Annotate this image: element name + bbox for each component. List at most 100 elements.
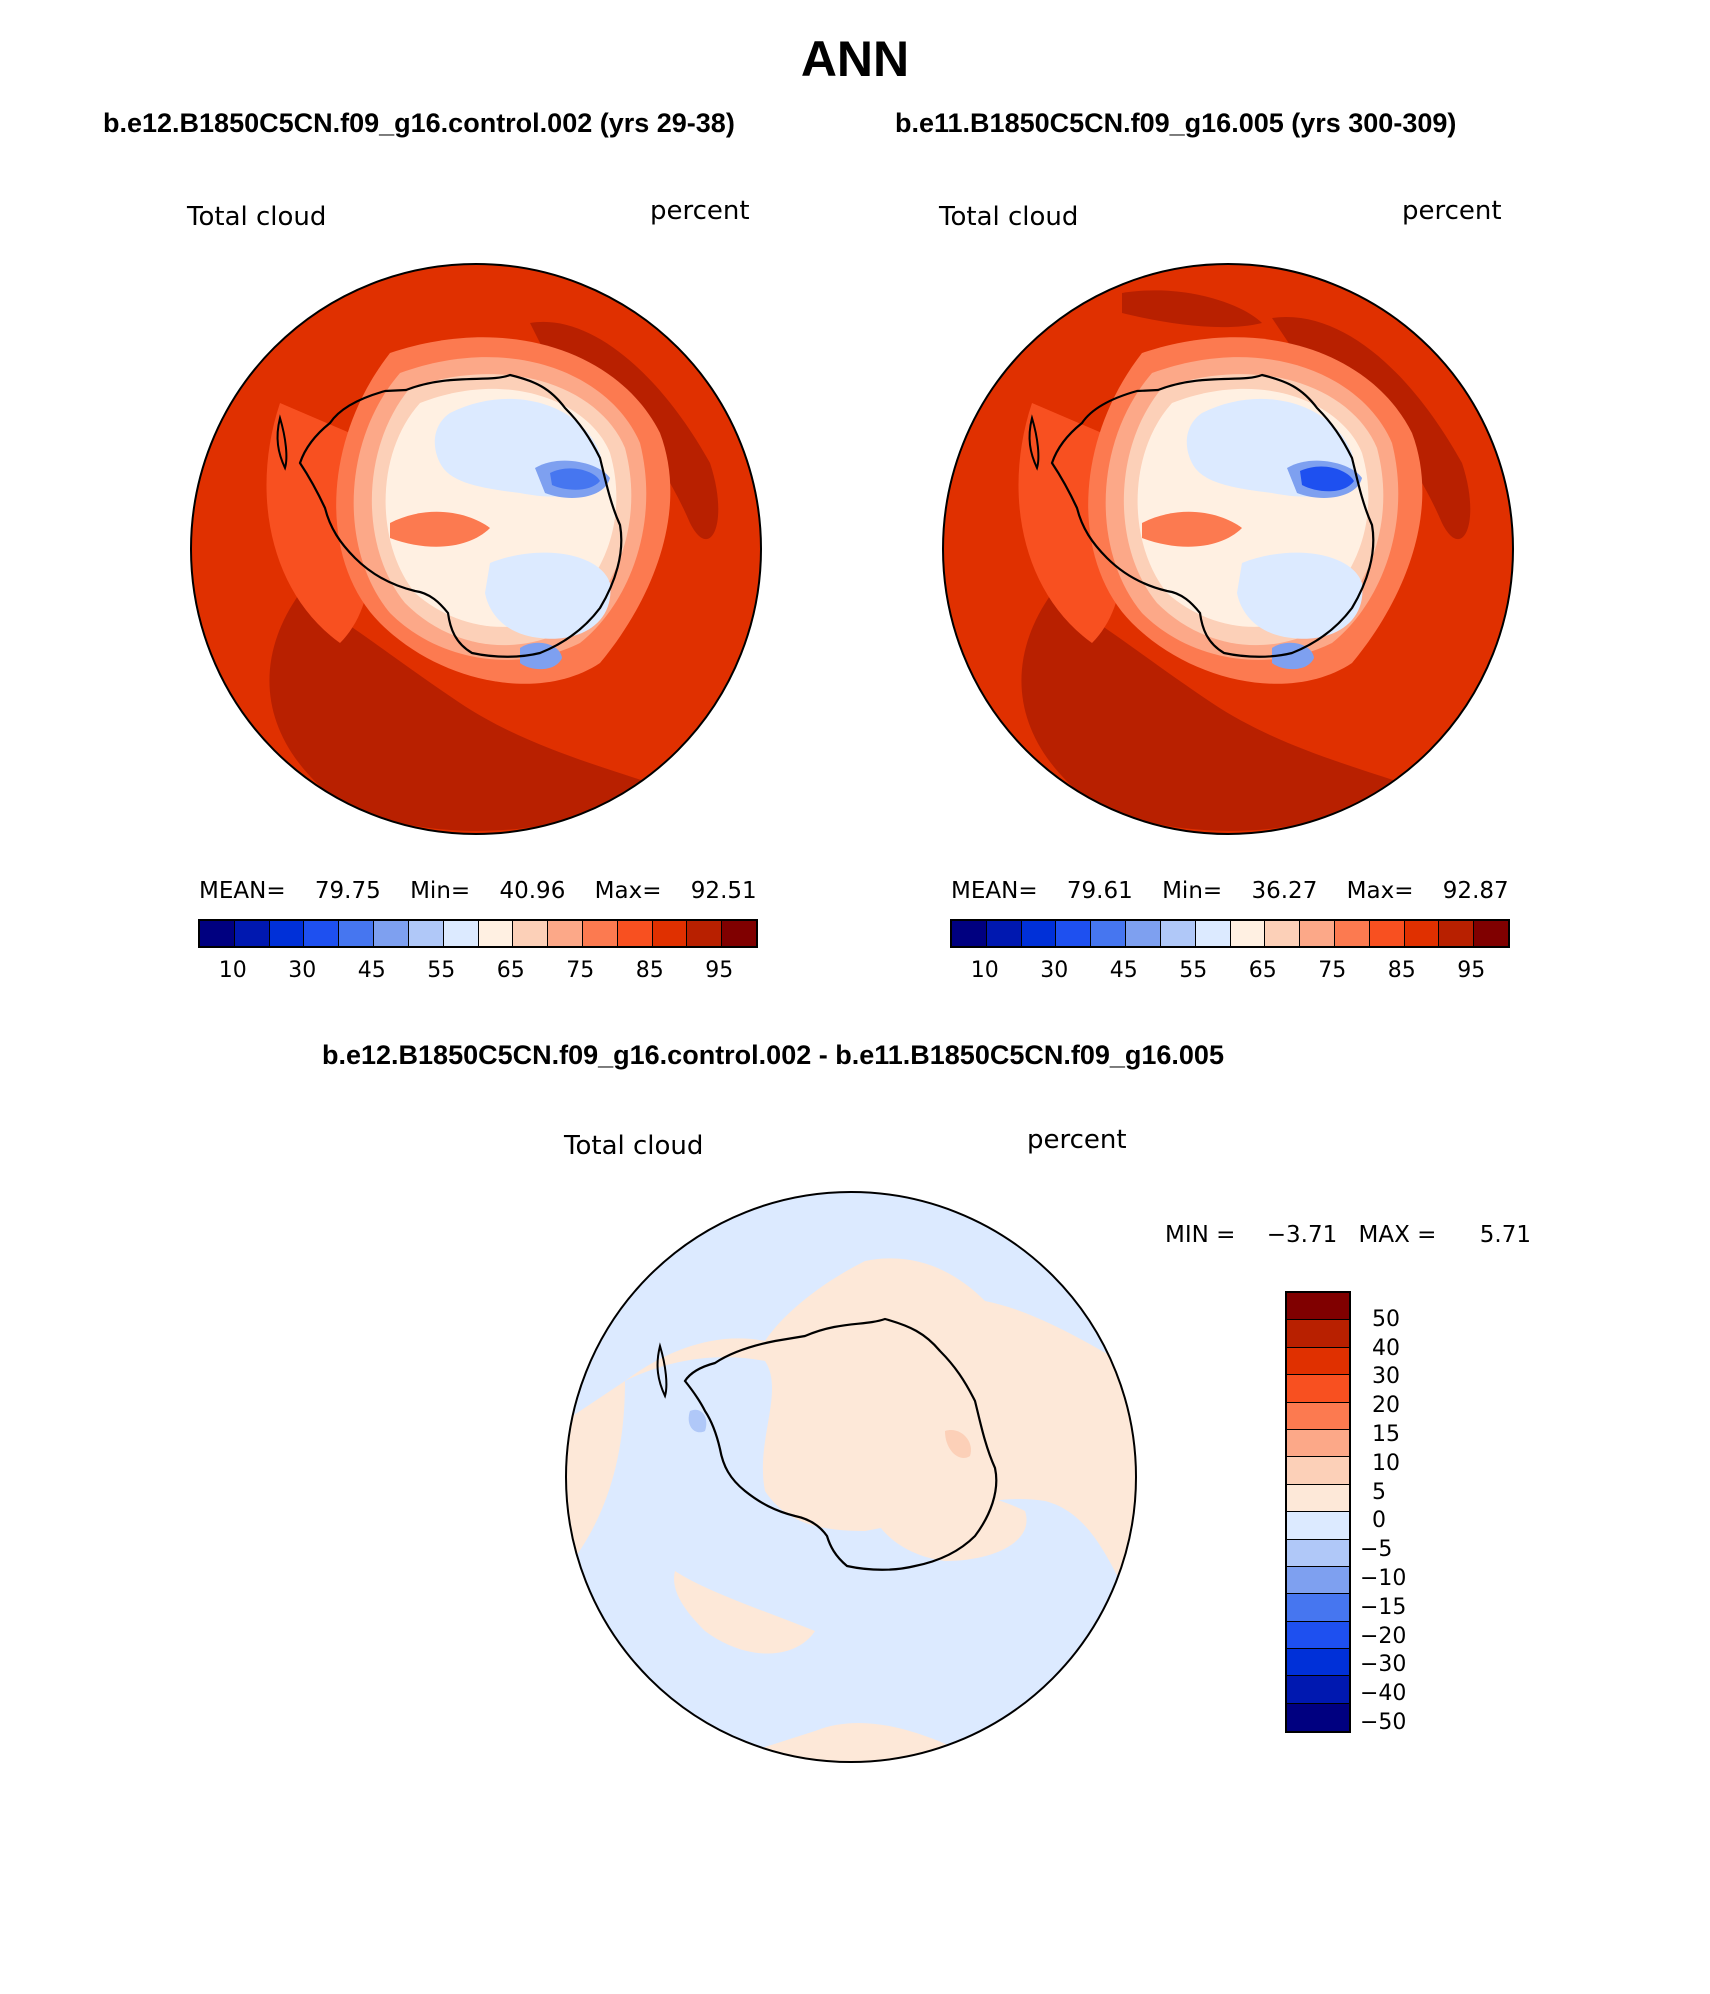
diff-colorbar-box bbox=[1287, 1512, 1349, 1540]
panel-2-colorbar-box bbox=[1056, 921, 1092, 946]
diff-colorbar-box bbox=[1287, 1347, 1349, 1376]
diff-min-label: MIN = bbox=[1165, 1222, 1236, 1248]
diff-colorbar-box bbox=[1287, 1402, 1349, 1430]
panel-1-variable-label: Total cloud bbox=[187, 202, 327, 232]
diff-colorbar-box bbox=[1287, 1375, 1349, 1403]
panel-1-colorbar-box bbox=[548, 921, 583, 946]
panel-2-colorbar bbox=[950, 919, 1510, 948]
panel-2-colorbar-box bbox=[1091, 921, 1127, 946]
diff-colorbar-box bbox=[1287, 1676, 1349, 1704]
panel-1-mean-value: 79.75 bbox=[314, 878, 381, 904]
diff-colorbar-tick: 50 bbox=[1372, 1306, 1400, 1332]
diff-min-value: −3.71 bbox=[1266, 1222, 1338, 1248]
panel-1-colorbar-box bbox=[582, 921, 618, 946]
panel-1-stats: MEAN= 79.75 Min= 40.96 Max= 92.51 bbox=[199, 878, 757, 904]
panel-2-colorbar-tick: 65 bbox=[1248, 958, 1277, 983]
diff-colorbar-tick: 30 bbox=[1372, 1364, 1400, 1390]
panel-2-max-label: Max= bbox=[1346, 878, 1414, 904]
panel-1-colorbar-box bbox=[374, 921, 409, 946]
diff-colorbar-tick: −15 bbox=[1360, 1594, 1407, 1620]
panel-1-map bbox=[190, 263, 762, 835]
panel-2-colorbar-box bbox=[1126, 921, 1161, 946]
panel-2-colorbar-box bbox=[1230, 921, 1266, 946]
diff-colorbar-tick: −5 bbox=[1360, 1537, 1393, 1563]
panel-2-colorbar-box bbox=[1439, 921, 1475, 946]
diff-colorbar-box bbox=[1287, 1429, 1349, 1458]
panel-1-colorbar-tick: 85 bbox=[635, 958, 664, 983]
panel-2-colorbar-tick: 75 bbox=[1318, 958, 1347, 983]
panel-2-colorbar-ticks: 10 30 45 55 65 75 85 95 bbox=[950, 958, 1510, 988]
panel-2-stats: MEAN= 79.61 Min= 36.27 Max= 92.87 bbox=[951, 878, 1509, 904]
panel-2-colorbar-box bbox=[1160, 921, 1196, 946]
panel-1-colorbar-tick: 65 bbox=[496, 958, 525, 983]
panel-1-colorbar-tick: 30 bbox=[288, 958, 317, 983]
diff-colorbar-tick: 0 bbox=[1372, 1508, 1386, 1534]
diff-colorbar-tick: −20 bbox=[1360, 1623, 1407, 1649]
panel-2-min-value: 36.27 bbox=[1251, 878, 1318, 904]
diff-colorbar-tick: −30 bbox=[1360, 1652, 1407, 1678]
panel-1-colorbar-box bbox=[200, 921, 235, 946]
panel-2-case-title: b.e11.B1850C5CN.f09_g16.005 (yrs 300-309… bbox=[895, 108, 1457, 138]
panel-2-colorbar-box bbox=[1474, 921, 1508, 946]
panel-1-colorbar-box bbox=[513, 921, 549, 946]
panel-2-colorbar-box bbox=[1265, 921, 1301, 946]
panel-2-colorbar-tick: 10 bbox=[970, 958, 999, 983]
panel-2-max-value: 92.87 bbox=[1442, 878, 1509, 904]
diff-colorbar-box bbox=[1287, 1594, 1349, 1622]
panel-1-colorbar-tick: 10 bbox=[218, 958, 247, 983]
panel-1-colorbar-tick: 95 bbox=[705, 958, 734, 983]
panel-1-colorbar-ticks: 10 30 45 55 65 75 85 95 bbox=[198, 958, 758, 988]
diff-variable-label: Total cloud bbox=[564, 1131, 704, 1161]
diff-colorbar-box bbox=[1287, 1649, 1349, 1677]
diff-colorbar bbox=[1285, 1291, 1351, 1734]
panel-1-colorbar-tick: 55 bbox=[427, 958, 456, 983]
panel-2-colorbar-box bbox=[1300, 921, 1335, 946]
panel-1-colorbar-tick: 75 bbox=[566, 958, 595, 983]
diff-colorbar-tick: 20 bbox=[1372, 1393, 1400, 1419]
panel-2-variable-label: Total cloud bbox=[939, 202, 1079, 232]
panel-1-colorbar-box bbox=[443, 921, 479, 946]
diff-min-max: MIN = −3.71 MAX = 5.71 bbox=[1165, 1222, 1531, 1248]
diff-colorbar-tick: 15 bbox=[1372, 1422, 1400, 1447]
panel-1-max-value: 92.51 bbox=[690, 878, 757, 904]
panel-2-colorbar-box bbox=[1334, 921, 1370, 946]
page-title: ANN bbox=[800, 31, 910, 87]
panel-1-colorbar-tick: 45 bbox=[357, 958, 386, 983]
diff-map bbox=[565, 1191, 1137, 1763]
diff-colorbar-box bbox=[1287, 1484, 1349, 1513]
panel-2-colorbar-tick: 55 bbox=[1179, 958, 1208, 983]
panel-1-min-value: 40.96 bbox=[499, 878, 566, 904]
diff-colorbar-box bbox=[1287, 1320, 1349, 1348]
panel-2-colorbar-box bbox=[1195, 921, 1231, 946]
panel-1-mean-label: MEAN= bbox=[199, 878, 286, 904]
panel-1-colorbar-box bbox=[339, 921, 375, 946]
panel-1-colorbar-box bbox=[408, 921, 444, 946]
diff-colorbar-tick: 5 bbox=[1372, 1479, 1386, 1505]
panel-1-units-label: percent bbox=[650, 196, 750, 226]
panel-1-colorbar bbox=[198, 919, 758, 948]
panel-1-colorbar-box bbox=[722, 921, 756, 946]
diff-max-label: MAX = bbox=[1358, 1222, 1437, 1248]
panel-1-min-label: Min= bbox=[410, 878, 471, 904]
panel-2-colorbar-box bbox=[986, 921, 1022, 946]
panel-1-colorbar-box bbox=[652, 921, 688, 946]
diff-colorbar-box bbox=[1287, 1293, 1349, 1321]
diff-title: b.e12.B1850C5CN.f09_g16.control.002 - b.… bbox=[322, 1040, 1224, 1070]
diff-colorbar-tick: 10 bbox=[1372, 1450, 1400, 1476]
panel-2-colorbar-tick: 30 bbox=[1040, 958, 1069, 983]
panel-2-colorbar-box bbox=[952, 921, 987, 946]
diff-colorbar-box bbox=[1287, 1703, 1349, 1732]
diff-units-label: percent bbox=[1027, 1125, 1127, 1155]
diff-colorbar-tick: −10 bbox=[1360, 1566, 1407, 1591]
panel-1-colorbar-box bbox=[478, 921, 514, 946]
diff-colorbar-tick: −40 bbox=[1360, 1681, 1407, 1707]
panel-2-colorbar-box bbox=[1021, 921, 1057, 946]
diff-colorbar-box bbox=[1287, 1457, 1349, 1485]
panel-2-mean-label: MEAN= bbox=[951, 878, 1038, 904]
diff-colorbar-box bbox=[1287, 1539, 1349, 1567]
panel-1-colorbar-box bbox=[617, 921, 653, 946]
diff-colorbar-ticks: 50 40 30 20 15 10 5 0 −5 −10 −15 −20 −30 −40 −50 bbox=[1360, 1291, 1460, 1761]
diff-max-value: 5.71 bbox=[1479, 1222, 1531, 1248]
diff-colorbar-tick: −50 bbox=[1360, 1710, 1407, 1735]
panel-1-case-title: b.e12.B1850C5CN.f09_g16.control.002 (yrs… bbox=[103, 108, 735, 138]
